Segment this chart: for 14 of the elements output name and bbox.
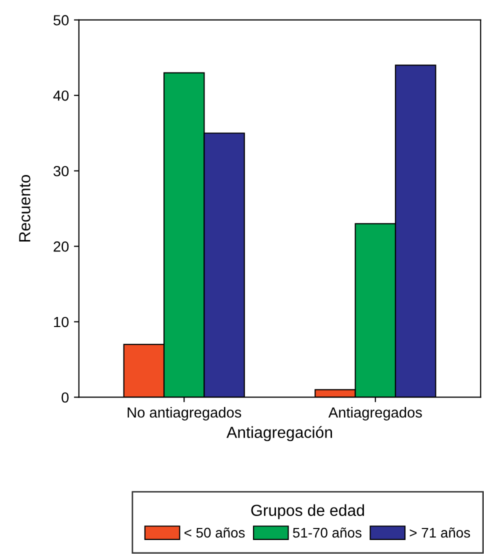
legend-label: 51-70 años bbox=[292, 528, 362, 538]
y-tick-label: 10 bbox=[54, 316, 69, 328]
legend-label: > 71 años bbox=[410, 528, 470, 538]
x-tick-label: No antiagregados bbox=[128, 406, 242, 421]
y-axis-title: Recuento bbox=[19, 175, 30, 242]
x-tick-label: Antiagregados bbox=[328, 406, 422, 421]
legend-label: < 50 años bbox=[184, 528, 245, 538]
x-axis-title: Antiagregación bbox=[226, 426, 332, 442]
y-tick-label: 20 bbox=[54, 241, 69, 252]
legend-title: Grupos de edad bbox=[251, 504, 364, 520]
y-tick-label: 30 bbox=[54, 166, 69, 176]
y-tick-label: 50 bbox=[54, 15, 69, 26]
y-tick-label: 0 bbox=[62, 392, 69, 403]
y-tick-label: 40 bbox=[53, 90, 69, 101]
